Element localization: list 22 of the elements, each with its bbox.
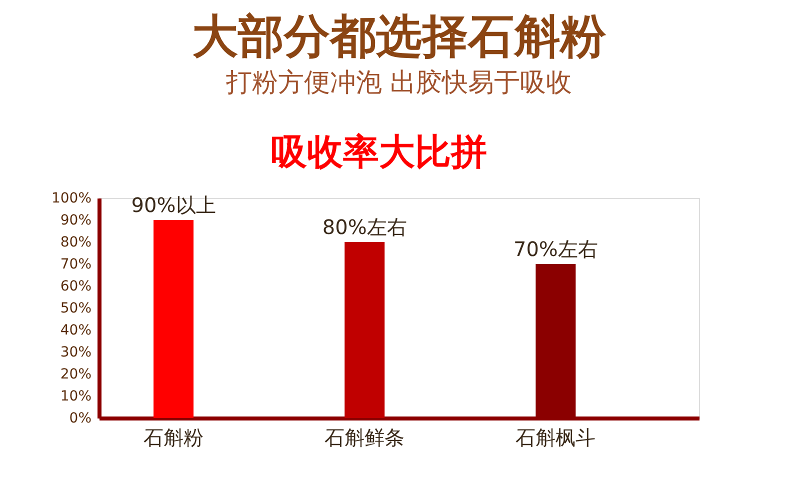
data-label: 80%左右 <box>322 215 407 239</box>
y-tick-label: 0% <box>69 410 92 426</box>
y-tick-label: 10% <box>60 388 92 404</box>
data-label: 90%以上 <box>131 193 216 217</box>
y-tick-label: 20% <box>60 366 92 382</box>
chart-subtitle: 打粉方便冲泡 出胶快易于吸收 <box>224 68 572 98</box>
bar <box>154 220 194 418</box>
y-tick-label: 90% <box>60 212 92 228</box>
y-tick-label: 50% <box>60 300 92 316</box>
y-tick-label: 30% <box>60 344 92 360</box>
y-tick-label: 60% <box>60 278 92 294</box>
x-tick-label: 石斛枫斗 <box>516 426 596 450</box>
chart-title: 大部分都选择石斛粉 <box>192 9 607 63</box>
y-tick-label: 80% <box>60 234 92 250</box>
y-tick-label: 100% <box>51 190 92 206</box>
text: 吸收率大比拼 <box>271 132 487 173</box>
data-label: 70%左右 <box>513 237 598 261</box>
x-tick-label: 石斛粉 <box>144 426 204 450</box>
bar <box>344 242 385 418</box>
y-tick-label: 40% <box>60 322 92 338</box>
y-tick-label: 70% <box>60 256 92 272</box>
x-tick-label: 石斛鲜条 <box>324 426 405 450</box>
